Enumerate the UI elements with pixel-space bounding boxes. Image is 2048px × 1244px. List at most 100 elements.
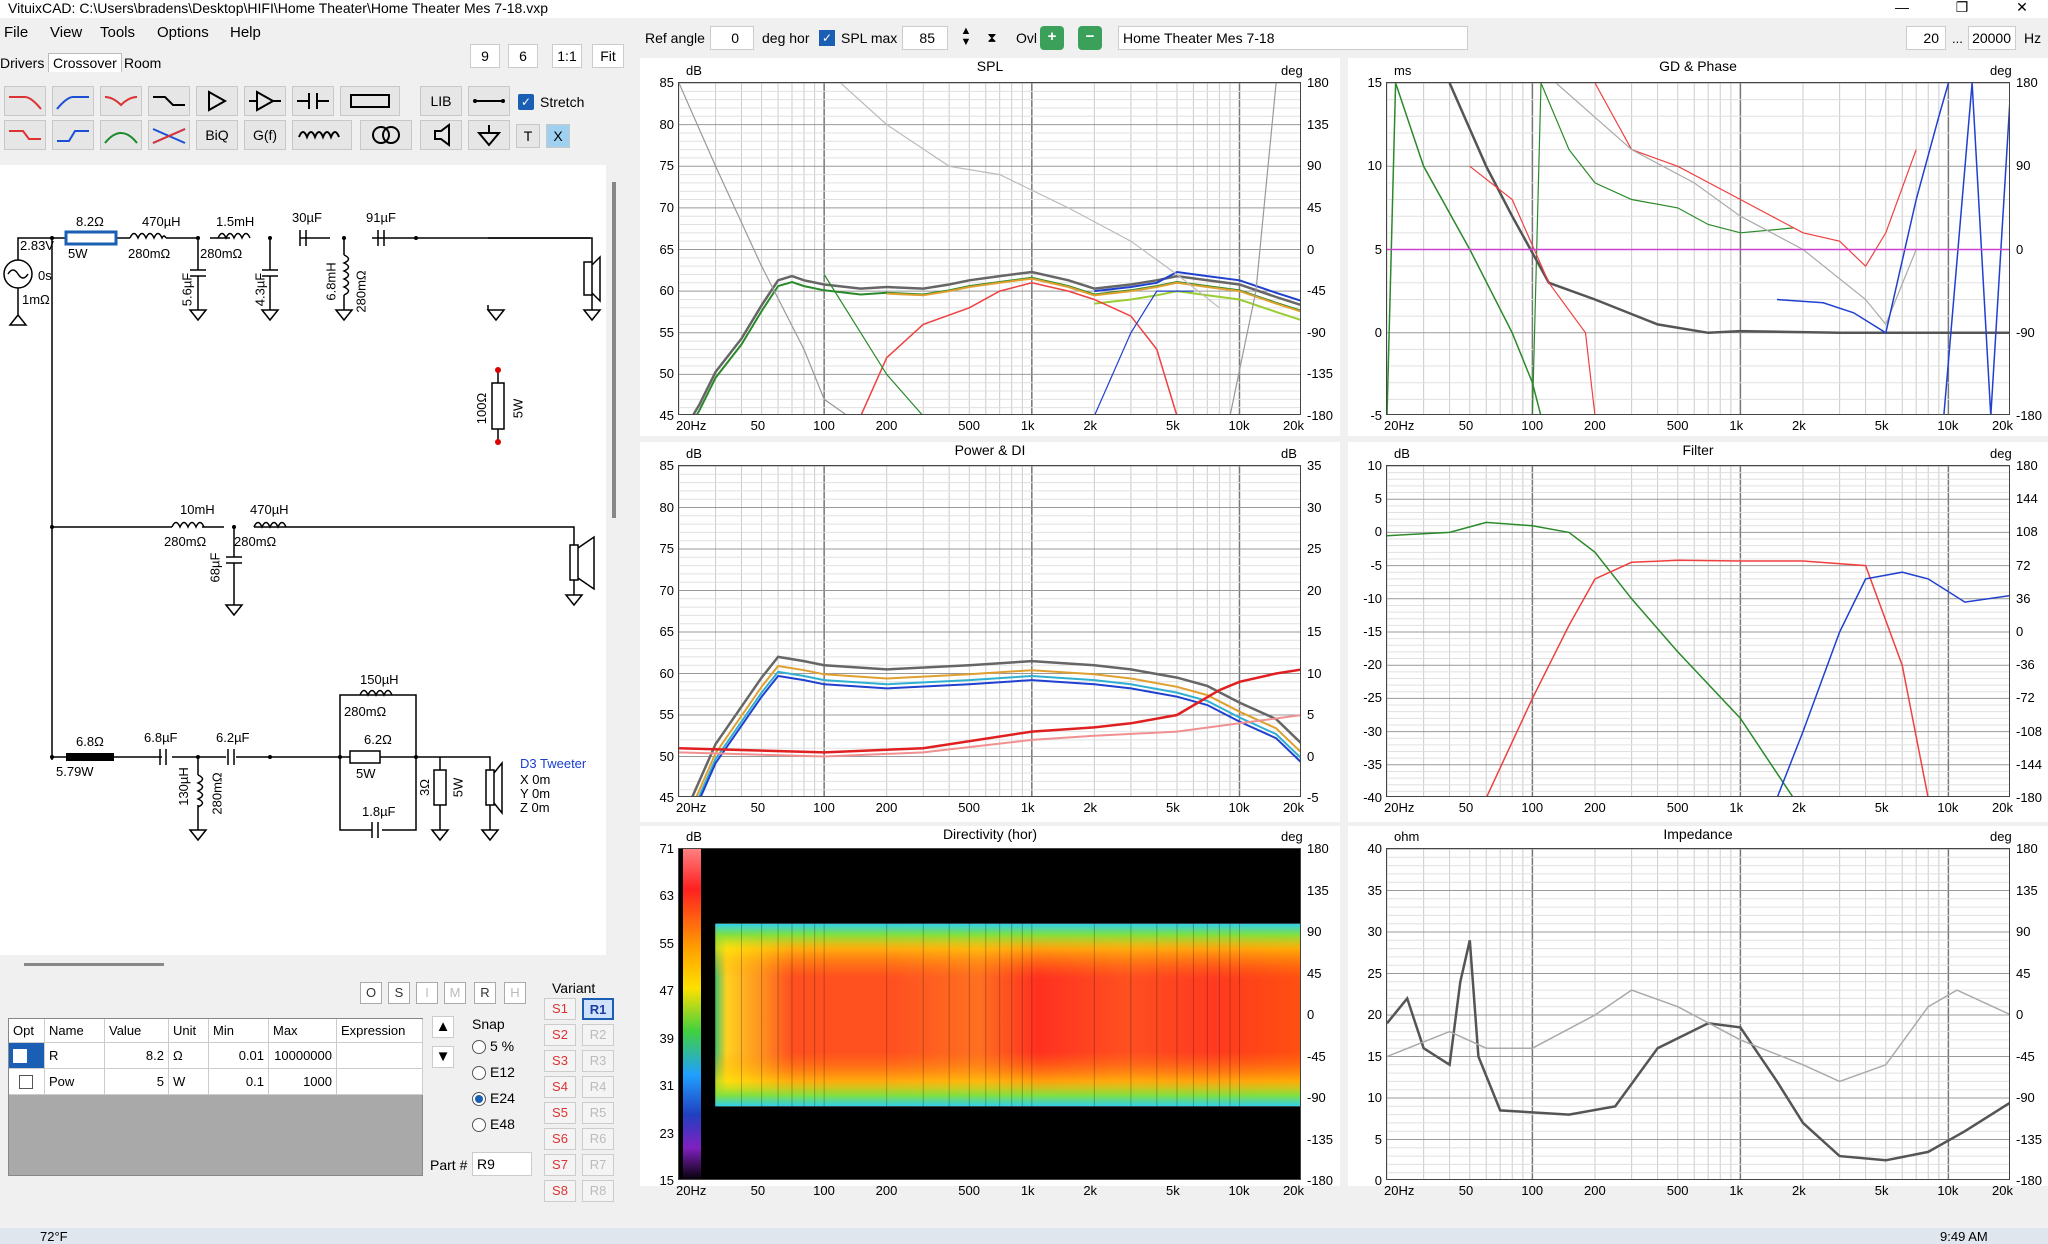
minimize-button[interactable]: —	[1895, 0, 1909, 15]
canvas-vertical-scrollbar[interactable]	[612, 182, 616, 518]
opt-s-button[interactable]: S	[388, 982, 410, 1004]
row2-max[interactable]: 1000	[269, 1069, 337, 1095]
freq-max-input[interactable]: 20000	[1968, 26, 2016, 50]
lowpass-2-tool[interactable]	[4, 120, 46, 150]
buffer-tool[interactable]	[196, 86, 238, 116]
row1-value[interactable]: 8.2	[105, 1043, 169, 1069]
row2-opt-checkbox[interactable]	[9, 1069, 45, 1095]
row1-opt-checkbox[interactable]	[9, 1043, 45, 1069]
menu-help[interactable]: Help	[230, 24, 261, 41]
amplifier-tool[interactable]	[244, 86, 286, 116]
ground-tool[interactable]	[468, 120, 510, 150]
row2-name[interactable]: Pow	[45, 1069, 105, 1095]
sort-icon[interactable]: ⧗	[987, 30, 997, 45]
row1-name[interactable]: R	[45, 1043, 105, 1069]
menu-options[interactable]: Options	[157, 24, 209, 41]
snap-e24-radio[interactable]: E24	[472, 1090, 515, 1107]
tab-crossover[interactable]: Crossover	[48, 53, 122, 72]
dir-plot[interactable]	[678, 848, 1301, 1180]
delete-tool[interactable]: X	[546, 124, 570, 148]
close-button[interactable]: ✕	[2016, 0, 2028, 15]
opt-m-button[interactable]: M	[444, 982, 466, 1004]
variant-s1[interactable]: S1	[544, 998, 576, 1020]
allpass-tool[interactable]	[148, 120, 190, 150]
tab-drivers[interactable]: Drivers	[0, 55, 45, 71]
power-plot[interactable]	[678, 465, 1301, 797]
opt-h-button[interactable]: H	[504, 982, 526, 1004]
part-parameter-grid[interactable]: Opt Name Value Unit Min Max Expression R…	[8, 1018, 423, 1176]
variant-r2[interactable]: R2	[582, 1024, 614, 1046]
shelf-tool[interactable]	[148, 86, 190, 116]
power-panel[interactable]: Power & DI dB dB 85 80 75 70 65 60 55 50 45 35 30 25 20…	[640, 442, 1340, 822]
zoom-1to1-button[interactable]: 1:1	[552, 44, 582, 68]
spl-max-input[interactable]: 85	[902, 26, 948, 50]
imp-plot[interactable]	[1386, 848, 2010, 1180]
variant-r7[interactable]: R7	[582, 1154, 614, 1176]
wire-tool[interactable]	[468, 86, 510, 116]
remove-overlay-icon[interactable]: −	[1078, 26, 1102, 50]
variant-r5[interactable]: R5	[582, 1102, 614, 1124]
transformer-tool[interactable]	[360, 120, 412, 150]
variant-s8[interactable]: S8	[544, 1180, 576, 1202]
variant-r8[interactable]: R8	[582, 1180, 614, 1202]
filter-plot[interactable]	[1386, 465, 2010, 797]
gf-button[interactable]: G(f)	[244, 120, 286, 150]
zoom-fit-button[interactable]: Fit	[592, 44, 624, 68]
part-number-field[interactable]: R9	[472, 1152, 532, 1176]
ref-angle-input[interactable]: 0	[710, 26, 754, 50]
row2-value[interactable]: 5	[105, 1069, 169, 1095]
bandstop-tool[interactable]	[100, 86, 142, 116]
menu-view[interactable]: View	[50, 24, 83, 41]
variant-s6[interactable]: S6	[544, 1128, 576, 1150]
imp-panel[interactable]: Impedance ohm deg 40 35 30 25 20 15 10 5 0 180 135 90 4…	[1348, 826, 2048, 1197]
row1-min[interactable]: 0.01	[209, 1043, 269, 1069]
variant-s4[interactable]: S4	[544, 1076, 576, 1098]
gd-panel[interactable]: GD & Phase ms deg 15 10 5 0 -5 180 90 0 -90 -180 20Hz…	[1348, 58, 2048, 436]
speaker-tool[interactable]	[420, 120, 462, 150]
spl-panel[interactable]: SPL dB deg 85 80 75 70 65 60 55 50 45 180 135 90 45 0 -45…	[640, 58, 1340, 436]
variant-s2[interactable]: S2	[544, 1024, 576, 1046]
opt-i-button[interactable]: I	[416, 982, 438, 1004]
snap-5pct-radio[interactable]: 5 %	[472, 1038, 514, 1055]
menu-tools[interactable]: Tools	[100, 24, 136, 41]
spl-max-spinner[interactable]: ▲ ▼	[960, 25, 972, 48]
tab-room[interactable]: Room	[124, 55, 162, 71]
capacitor-tool[interactable]	[292, 86, 334, 116]
move-up-button[interactable]: ▲	[432, 1016, 454, 1038]
biquad-button[interactable]: BiQ	[196, 120, 238, 150]
opt-o-button[interactable]: O	[360, 982, 382, 1004]
variant-s7[interactable]: S7	[544, 1154, 576, 1176]
row2-expression[interactable]	[337, 1069, 423, 1095]
variant-s5[interactable]: S5	[544, 1102, 576, 1124]
zoom-9-button[interactable]: 9	[470, 44, 500, 68]
highpass-2-tool[interactable]	[52, 120, 94, 150]
lowpass-tool[interactable]	[4, 86, 46, 116]
filter-panel[interactable]: Filter dB deg 10 5 0 -5 -10 -15 -20 -25 -30 -35 -40 18…	[1348, 442, 2048, 822]
spl-plot[interactable]	[678, 82, 1301, 415]
add-overlay-icon[interactable]: +	[1040, 26, 1064, 50]
opt-r-button[interactable]: R	[474, 982, 496, 1004]
row2-min[interactable]: 0.1	[209, 1069, 269, 1095]
variant-r6[interactable]: R6	[582, 1128, 614, 1150]
snap-e48-radio[interactable]: E48	[472, 1116, 515, 1133]
row1-expression[interactable]	[337, 1043, 423, 1069]
spl-max-checkbox[interactable]: ✓	[819, 30, 835, 46]
library-button[interactable]: LIB	[420, 86, 462, 116]
snap-e12-radio[interactable]: E12	[472, 1064, 515, 1081]
stretch-checkbox[interactable]: ✓	[518, 94, 534, 110]
variant-r1[interactable]: R1	[582, 998, 614, 1020]
highpass-tool[interactable]	[52, 86, 94, 116]
zoom-6-button[interactable]: 6	[508, 44, 538, 68]
freq-min-input[interactable]: 20	[1906, 26, 1946, 50]
move-down-button[interactable]: ▼	[432, 1046, 454, 1068]
dir-panel[interactable]: Directivity (hor) dB deg 71 63 55 47 39 31 23 15 18…	[640, 826, 1340, 1197]
variant-s3[interactable]: S3	[544, 1050, 576, 1072]
maximize-button[interactable]: ❐	[1955, 0, 1969, 15]
bandpass-tool[interactable]	[100, 120, 142, 150]
variant-r3[interactable]: R3	[582, 1050, 614, 1072]
row1-max[interactable]: 10000000	[269, 1043, 337, 1069]
variant-r4[interactable]: R4	[582, 1076, 614, 1098]
overlay-name-input[interactable]: Home Theater Mes 7-18	[1118, 26, 1468, 50]
inductor-tool[interactable]	[292, 120, 352, 150]
resistor-tool[interactable]	[340, 86, 400, 116]
